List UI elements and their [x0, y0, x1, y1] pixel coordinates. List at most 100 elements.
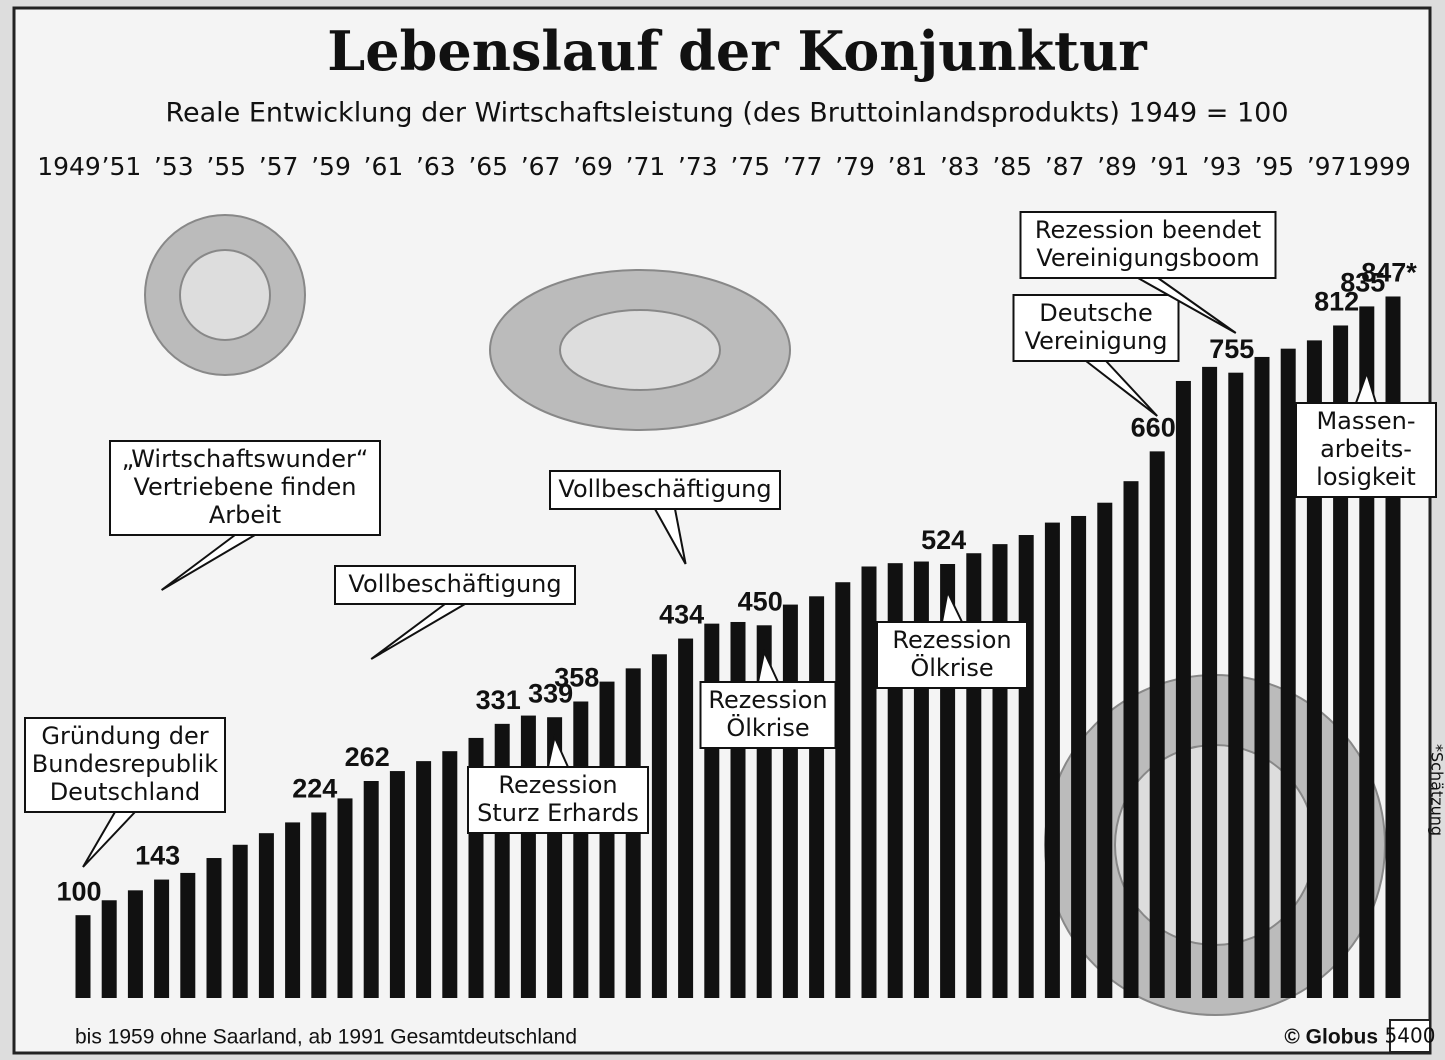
x-tick-label: ’83	[940, 152, 980, 181]
callout-pointer	[1355, 369, 1377, 404]
value-label: 339	[528, 678, 573, 708]
bar	[1280, 348, 1296, 998]
value-label: 835	[1340, 268, 1385, 298]
bar	[704, 623, 720, 998]
annotation-text: Bundesrepublik	[32, 750, 219, 778]
x-tick-label: ’89	[1097, 152, 1137, 181]
annotation-text: losigkeit	[1316, 463, 1416, 491]
chart-subtitle: Reale Entwicklung der Wirtschaftsleistun…	[165, 98, 1288, 129]
annotation-box	[467, 766, 649, 834]
value-label: 143	[135, 841, 180, 871]
bar	[258, 833, 274, 998]
callout-pointer	[654, 508, 687, 565]
x-tick-label: ’61	[364, 152, 404, 181]
gear-hub	[559, 309, 721, 391]
code-box	[1389, 1019, 1431, 1053]
annotation-text: Sturz Erhards	[477, 799, 639, 827]
callout-pointer	[1085, 360, 1158, 417]
annotation-text: Rezession beendet	[1035, 216, 1261, 244]
annotation-text: Rezession	[892, 626, 1011, 654]
value-label: 755	[1209, 334, 1254, 364]
annotation-text: Vertriebene finden	[133, 473, 356, 501]
bar	[101, 900, 117, 998]
annotation-box	[334, 565, 576, 605]
code: 5400	[1385, 1024, 1436, 1048]
bar	[1254, 356, 1270, 998]
annotation-text: Deutschland	[50, 778, 201, 806]
x-tick-label: ’55	[206, 152, 246, 181]
bar	[337, 798, 353, 998]
annotation-text: Massen-	[1316, 407, 1415, 435]
annotation-box	[1295, 402, 1437, 498]
annotation-box	[549, 470, 781, 510]
annotation-box	[876, 621, 1028, 689]
bar	[809, 596, 825, 998]
bar	[730, 621, 746, 998]
callout-pointer	[757, 648, 779, 683]
annotation-text: Vollbeschäftigung	[348, 570, 561, 598]
bar	[1123, 481, 1139, 999]
value-label: 331	[476, 685, 521, 715]
annotation-text: Rezession	[708, 686, 827, 714]
bar	[835, 582, 851, 998]
callout-pointer	[941, 588, 963, 623]
annotation-text: Gründung der	[41, 722, 208, 750]
bar	[232, 844, 248, 998]
bar	[573, 701, 589, 998]
x-tick-label: ’81	[888, 152, 928, 181]
x-tick-label: ’71	[626, 152, 666, 181]
annotation-text: Vereinigungsboom	[1036, 244, 1259, 272]
x-tick-label: ’97	[1307, 152, 1347, 181]
bar	[416, 761, 432, 998]
bar	[1018, 535, 1034, 998]
bar	[678, 638, 694, 998]
bar	[127, 890, 143, 998]
value-label: 812	[1314, 287, 1359, 317]
bar	[1228, 372, 1244, 998]
x-tick-label: ’95	[1254, 152, 1294, 181]
value-label: 100	[56, 876, 101, 906]
bar	[599, 681, 615, 998]
x-tick-label: ’87	[1045, 152, 1085, 181]
x-tick-label: ’53	[154, 152, 194, 181]
bar	[1071, 515, 1087, 998]
annotation-text: Deutsche	[1039, 299, 1153, 327]
callout-pointer	[547, 733, 569, 768]
x-tick-label: ’57	[259, 152, 299, 181]
bar	[651, 654, 667, 998]
gear-hub	[179, 249, 271, 341]
annotation-text: arbeits-	[1320, 435, 1412, 463]
bar	[992, 544, 1008, 998]
bar	[180, 872, 196, 998]
annotation-box	[24, 717, 226, 813]
x-tick-label: ’59	[311, 152, 351, 181]
value-label: 450	[738, 586, 783, 616]
annotation-text: Rezession	[498, 771, 617, 799]
bar	[389, 771, 405, 998]
bar	[206, 858, 222, 998]
annotation-box	[1012, 294, 1180, 362]
bar	[494, 723, 510, 998]
value-label: 434	[659, 600, 704, 630]
bar	[1097, 502, 1113, 998]
bar	[1385, 296, 1401, 998]
bar	[442, 751, 458, 998]
bar	[154, 879, 170, 998]
annotation-text: Ölkrise	[910, 653, 993, 682]
annotation-text: „Wirtschaftswunder“	[122, 445, 369, 473]
value-label: 524	[921, 525, 966, 555]
x-tick-label: ’51	[102, 152, 142, 181]
x-tick-label: ’63	[416, 152, 456, 181]
chart-title: Lebenslauf der Konjunktur	[327, 19, 1147, 83]
callout-pointer	[82, 811, 136, 868]
annotation-box	[699, 681, 837, 749]
annotation-text: Vollbeschäftigung	[558, 475, 771, 503]
value-label: 358	[554, 663, 599, 693]
x-tick-label: ’69	[573, 152, 613, 181]
annotation-text: Ölkrise	[726, 713, 809, 742]
annotation-text: Arbeit	[209, 501, 281, 529]
bar	[1306, 340, 1322, 998]
bar	[1044, 522, 1060, 998]
x-tick-label: ’65	[468, 152, 508, 181]
